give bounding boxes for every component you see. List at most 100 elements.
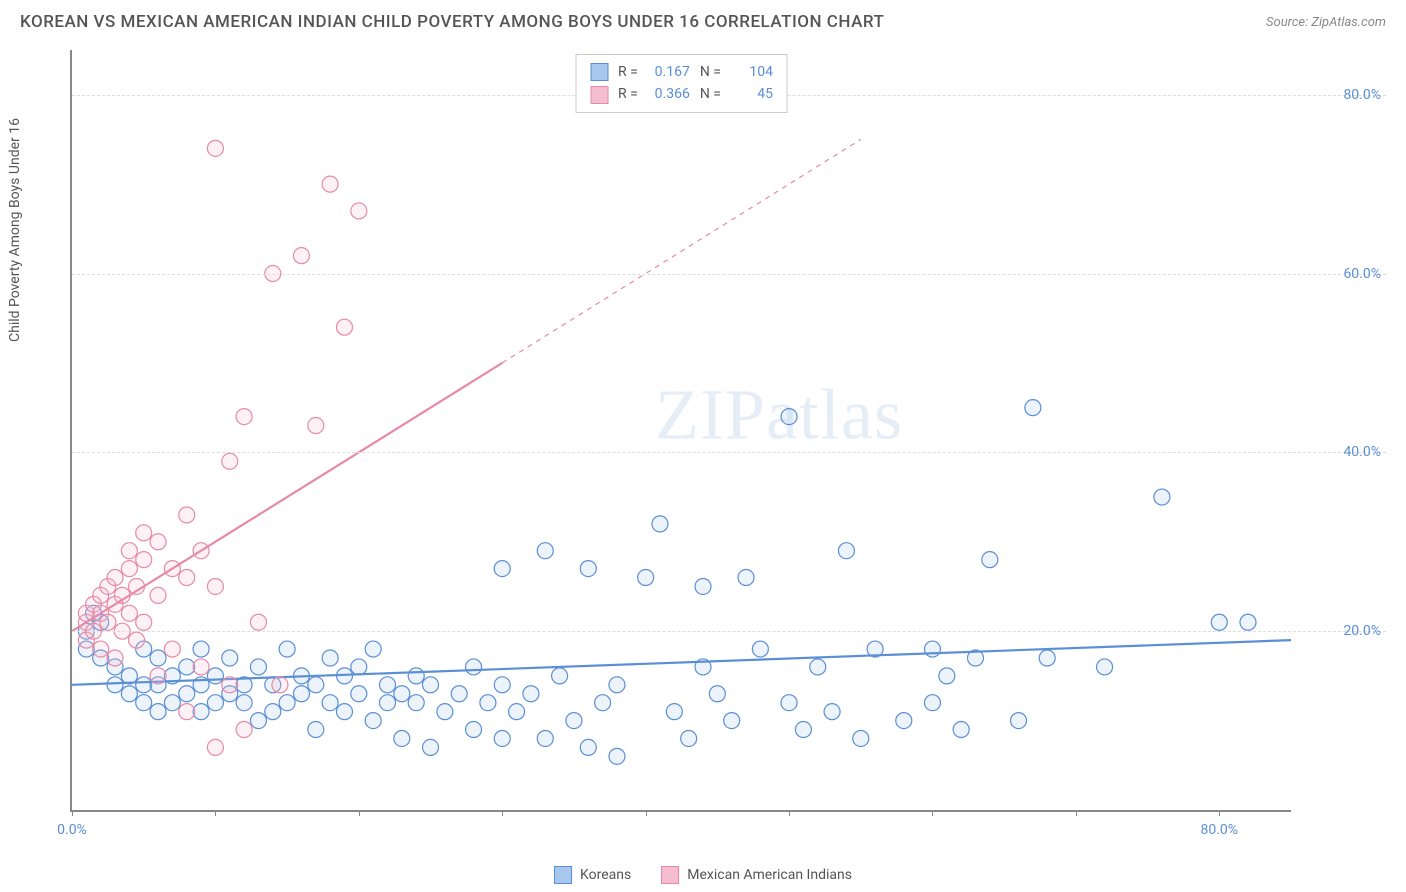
scatter-point	[207, 695, 223, 711]
scatter-point	[236, 695, 252, 711]
x-tick	[1219, 810, 1220, 816]
scatter-point	[781, 695, 797, 711]
scatter-point	[580, 739, 596, 755]
chart-header: KOREAN VS MEXICAN AMERICAN INDIAN CHILD …	[0, 0, 1406, 40]
scatter-point	[365, 641, 381, 657]
scatter-point	[193, 704, 209, 720]
x-tick	[359, 810, 360, 816]
legend-item: Mexican American Indians	[661, 866, 852, 884]
scatter-point	[322, 695, 338, 711]
scatter-point	[1240, 614, 1256, 630]
legend-swatch-icon	[661, 866, 679, 884]
scatter-point	[724, 713, 740, 729]
scatter-point	[509, 704, 525, 720]
scatter-point	[179, 570, 195, 586]
gridline	[72, 631, 1386, 632]
scatter-point	[207, 140, 223, 156]
stat-r-label: R =	[618, 83, 638, 105]
y-tick-label: 40.0%	[1343, 444, 1381, 460]
scatter-point	[179, 686, 195, 702]
x-tick	[1076, 810, 1077, 816]
scatter-point	[107, 570, 123, 586]
scatter-point	[982, 552, 998, 568]
scatter-point	[207, 668, 223, 684]
scatter-point	[129, 632, 145, 648]
scatter-point	[380, 677, 396, 693]
scatter-point	[193, 641, 209, 657]
scatter-point	[924, 695, 940, 711]
scatter-point	[681, 730, 697, 746]
scatter-point	[121, 561, 137, 577]
legend-label: Mexican American Indians	[687, 867, 852, 883]
scatter-point	[222, 453, 238, 469]
scatter-point	[824, 704, 840, 720]
chart-container: Child Poverty Among Boys Under 16 ZIPatl…	[50, 50, 1386, 842]
scatter-point	[709, 686, 725, 702]
scatter-point	[695, 578, 711, 594]
scatter-point	[1039, 650, 1055, 666]
scatter-point	[121, 686, 137, 702]
scatter-point	[408, 695, 424, 711]
scatter-point	[437, 704, 453, 720]
x-tick-label: 0.0%	[57, 822, 87, 838]
chart-source: Source: ZipAtlas.com	[1266, 15, 1386, 30]
scatter-point	[494, 730, 510, 746]
stats-swatch-icon	[590, 86, 608, 104]
y-tick-label: 80.0%	[1343, 87, 1381, 103]
y-tick-label: 20.0%	[1343, 623, 1381, 639]
scatter-point	[308, 677, 324, 693]
scatter-point	[236, 722, 252, 738]
scatter-point	[222, 650, 238, 666]
scatter-point	[351, 686, 367, 702]
scatter-point	[179, 507, 195, 523]
scatter-point	[322, 650, 338, 666]
scatter-point	[322, 176, 338, 192]
scatter-point	[810, 659, 826, 675]
scatter-point	[394, 730, 410, 746]
scatter-point	[93, 641, 109, 657]
scatter-point	[265, 704, 281, 720]
scatter-point	[136, 552, 152, 568]
scatter-point	[752, 641, 768, 657]
scatter-point	[480, 695, 496, 711]
legend-swatch-icon	[554, 866, 572, 884]
scatter-point	[150, 704, 166, 720]
scatter-point	[222, 677, 238, 693]
scatter-point	[408, 668, 424, 684]
scatter-point	[451, 686, 467, 702]
scatter-point	[795, 722, 811, 738]
scatter-point	[537, 543, 553, 559]
scatter-point	[652, 516, 668, 532]
scatter-point	[272, 677, 288, 693]
scatter-point	[494, 561, 510, 577]
scatter-point	[1097, 659, 1113, 675]
scatter-point	[380, 695, 396, 711]
scatter-point	[136, 525, 152, 541]
scatter-point	[638, 570, 654, 586]
scatter-point	[523, 686, 539, 702]
scatter-point	[279, 695, 295, 711]
scatter-point	[924, 641, 940, 657]
scatter-point	[121, 543, 137, 559]
scatter-point	[107, 650, 123, 666]
x-tick-label: 80.0%	[1201, 822, 1239, 838]
scatter-point	[136, 695, 152, 711]
scatter-point	[609, 748, 625, 764]
scatter-point	[423, 677, 439, 693]
stats-row: R = 0.167 N = 104	[590, 61, 773, 83]
scatter-point	[365, 713, 381, 729]
scatter-point	[308, 418, 324, 434]
scatter-point	[566, 713, 582, 729]
scatter-point	[250, 713, 266, 729]
scatter-point	[250, 659, 266, 675]
x-tick	[215, 810, 216, 816]
scatter-point	[336, 319, 352, 335]
scatter-point	[609, 677, 625, 693]
scatter-point	[150, 668, 166, 684]
stats-swatch-icon	[590, 63, 608, 81]
stat-r-value: 0.366	[648, 83, 690, 105]
scatter-point	[293, 248, 309, 264]
scatter-point	[207, 739, 223, 755]
stat-n-label: N =	[700, 61, 721, 83]
scatter-point	[193, 659, 209, 675]
